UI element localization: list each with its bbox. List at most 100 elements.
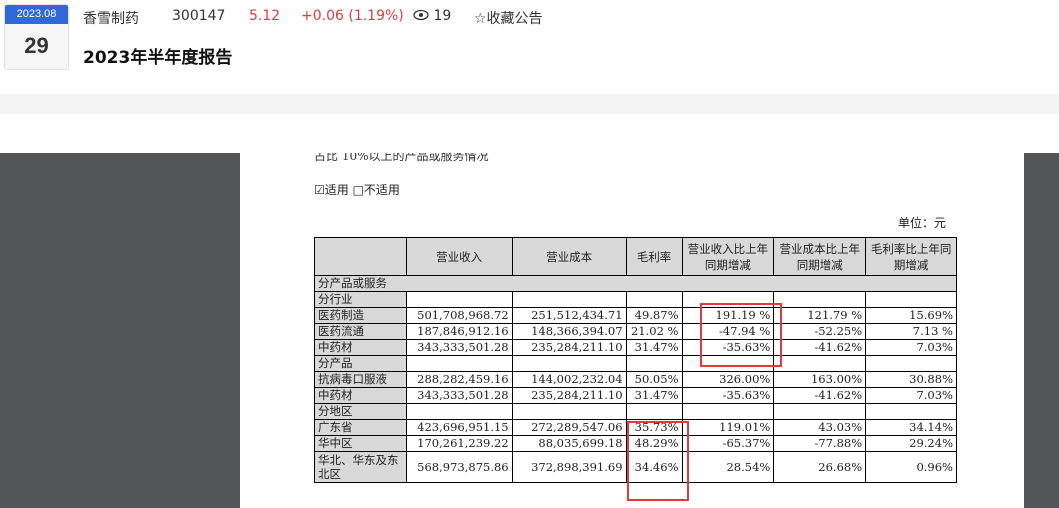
stock-change: +0.06 (1.19%) [301, 8, 404, 24]
group-row: 分行业 [314, 291, 957, 308]
applicable-checkbox-text: ☑适用 □不适用 [314, 183, 400, 197]
cell: 7.03% [865, 339, 957, 356]
cell: 501,708,968.72 [405, 307, 513, 324]
cell: -41.62% [773, 387, 867, 404]
row-label: 医药流通 [314, 323, 407, 340]
header-cell: 营业收入 [405, 237, 513, 276]
header-cell: 营业收入比上年同期增减 [681, 237, 775, 276]
cell: -41.62% [773, 339, 867, 356]
table-row: 中药材 343,333,501.28 235,284,211.10 31.47%… [314, 339, 957, 356]
table-row: 医药流通 187,846,912.16 148,366,394.07 21.02… [314, 323, 957, 340]
cell: 251,512,434.71 [511, 307, 627, 324]
table-row: 华北、华东及东北区 568,973,875.86 372,898,391.69 … [314, 451, 957, 483]
section-label: 分产品或服务 [314, 275, 957, 292]
cell: 144,002,232.04 [511, 371, 627, 388]
stock-code[interactable]: 300147 [172, 8, 226, 24]
cell: 288,282,459.16 [405, 371, 513, 388]
divider-band [0, 94, 1059, 114]
cell: 235,284,211.10 [511, 339, 627, 356]
cell: 7.03% [865, 387, 957, 404]
date-month: 2023.08 [5, 5, 68, 24]
cell: 272,289,547.06 [511, 419, 627, 436]
cell: -77.88% [773, 435, 867, 452]
favorite-button[interactable]: ☆收藏公告 [474, 11, 543, 27]
group-row: 分产品 [314, 355, 957, 372]
cell: 187,846,912.16 [405, 323, 513, 340]
cell: 88,035,699.18 [511, 435, 627, 452]
cell: -52.25% [773, 323, 867, 340]
cell: 568,973,875.86 [405, 451, 513, 483]
row-label: 抗病毒口服液 [314, 371, 407, 388]
table-header-row: 营业收入 营业成本 毛利率 营业收入比上年同期增减 营业成本比上年同期增减 毛利… [314, 237, 957, 276]
cell: 343,333,501.28 [405, 387, 513, 404]
stock-name[interactable]: 香雪制药 [83, 11, 139, 27]
header-cell: 营业成本 [511, 237, 627, 276]
cell: 15.69% [865, 307, 957, 324]
header-cell: 毛利率比上年同期增减 [865, 237, 957, 276]
pdf-page: 占比 10%以上的产品或服务情况 ☑适用 □不适用 单位：元 营业收入 营业成本… [240, 153, 1024, 508]
cell: 31.47% [625, 387, 683, 404]
cell: 121.79 % [773, 307, 867, 324]
pdf-viewer[interactable]: 占比 10%以上的产品或服务情况 ☑适用 □不适用 单位：元 营业收入 营业成本… [0, 153, 1059, 508]
table-row: 抗病毒口服液 288,282,459.16 144,002,232.04 50.… [314, 371, 957, 388]
cell: 49.87% [625, 307, 683, 324]
group-label: 分产品 [314, 355, 407, 372]
cell: 343,333,501.28 [405, 339, 513, 356]
views: 19 [413, 8, 451, 24]
row-label: 中药材 [314, 339, 407, 356]
unit-label: 单位：元 [898, 216, 947, 230]
cell: 26.68% [773, 451, 867, 483]
cell: 372,898,391.69 [511, 451, 627, 483]
page-title: 2023年半年度报告 [83, 48, 233, 68]
cell: 43.03% [773, 419, 867, 436]
cell: 21.02 % [625, 323, 683, 340]
cell: -65.37% [681, 435, 775, 452]
header-cell: 营业成本比上年同期增减 [773, 237, 867, 276]
section-row: 分产品或服务 [314, 275, 957, 292]
cell: 119.01% [681, 419, 775, 436]
table-row: 中药材 343,333,501.28 235,284,211.10 31.47%… [314, 387, 957, 404]
cell: -35.63% [681, 387, 775, 404]
row-label: 华北、华东及东北区 [314, 451, 407, 483]
cell: 50.05% [625, 371, 683, 388]
announcement-header: 2023.08 29 香雪制药 300147 5.12 +0.06 (1.19%… [0, 0, 1059, 94]
stock-price: 5.12 [249, 8, 281, 24]
date-badge: 2023.08 29 [4, 4, 69, 70]
eye-icon [413, 9, 429, 21]
cell: 0.96% [865, 451, 957, 483]
cell: 163.00% [773, 371, 867, 388]
cell: 326.00% [681, 371, 775, 388]
header-cell [314, 237, 407, 276]
cut-off-heading: 占比 10%以上的产品或服务情况 [314, 153, 489, 163]
cell: 28.54% [681, 451, 775, 483]
cell: 30.88% [865, 371, 957, 388]
row-label: 中药材 [314, 387, 407, 404]
cell: 31.47% [625, 339, 683, 356]
table-row: 医药制造 501,708,968.72 251,512,434.71 49.87… [314, 307, 957, 324]
cell: 34.46% [625, 451, 683, 483]
header-cell: 毛利率 [625, 237, 683, 276]
table-row: 华中区 170,261,239.22 88,035,699.18 48.29% … [314, 435, 957, 452]
cell: 7.13 % [865, 323, 957, 340]
row-label: 广东省 [314, 419, 407, 436]
cell: -35.63% [681, 339, 775, 356]
cell: -47.94 % [681, 323, 775, 340]
cell: 148,366,394.07 [511, 323, 627, 340]
cell: 29.24% [865, 435, 957, 452]
table-row: 广东省 423,696,951.15 272,289,547.06 35.73%… [314, 419, 957, 436]
group-label: 分行业 [314, 291, 407, 308]
highlight-box-revenue-change [700, 303, 782, 367]
row-label: 医药制造 [314, 307, 407, 324]
cell: 170,261,239.22 [405, 435, 513, 452]
revenue-table: 营业收入 营业成本 毛利率 营业收入比上年同期增减 营业成本比上年同期增减 毛利… [314, 237, 957, 483]
row-label: 华中区 [314, 435, 407, 452]
date-day: 29 [24, 33, 49, 58]
cell: 423,696,951.15 [405, 419, 513, 436]
group-label: 分地区 [314, 403, 407, 420]
highlight-box-gross-margin [627, 421, 689, 501]
cell: 48.29% [625, 435, 683, 452]
group-row: 分地区 [314, 403, 957, 420]
cell: 34.14% [865, 419, 957, 436]
cell: 35.73% [625, 419, 683, 436]
view-count: 19 [433, 8, 452, 24]
